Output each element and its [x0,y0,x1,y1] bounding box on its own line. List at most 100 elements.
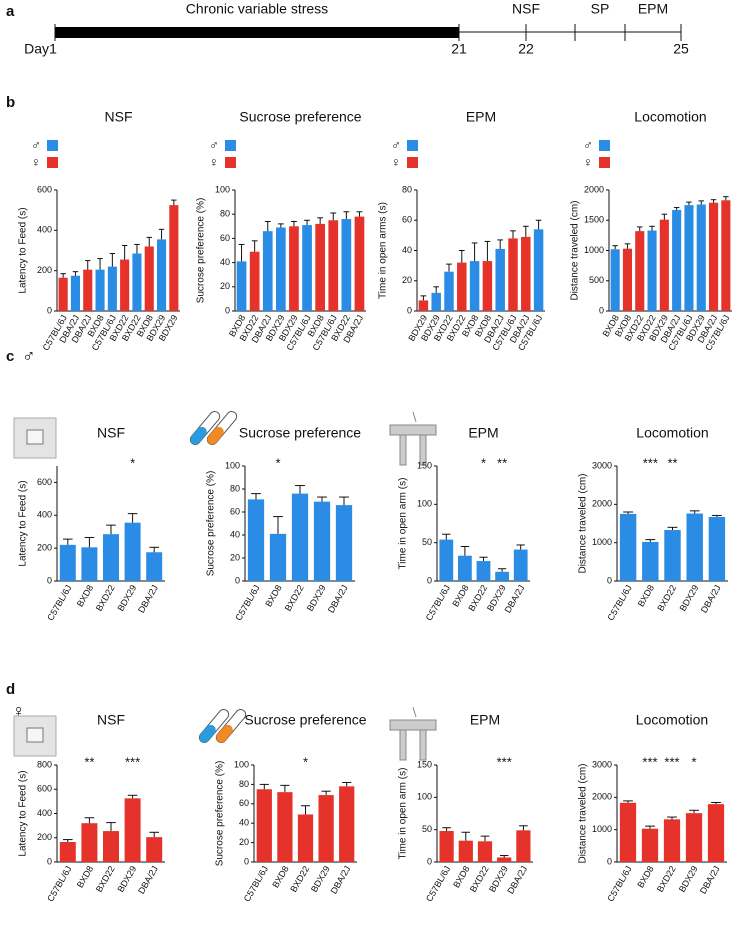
error-bar [497,568,507,572]
y-tick-label: 0 [427,856,432,866]
error-bar [480,835,490,842]
bar [236,261,247,311]
y-tick-label: 0 [599,305,604,315]
bar [619,802,637,862]
bar [95,269,105,311]
error-bar [295,485,305,494]
bar [81,823,98,862]
y-axis-label: Latency to Feed (s) [18,207,29,293]
x-tick-label: DBA/2J [326,583,350,614]
bar [431,292,441,311]
bar [276,227,286,311]
bar [318,795,334,862]
y-tick-label: 800 [37,759,52,769]
y-tick-label: 200 [37,832,52,842]
y-axis-label: Time in open arms (s) [378,202,389,299]
y-tick-label: 60 [220,233,230,243]
error-bar [106,524,116,535]
bar [103,534,119,581]
error-bar [624,243,631,249]
bar [647,230,657,311]
y-tick-label: 0 [244,856,249,866]
day-number: 25 [673,41,689,57]
legend-swatch [407,157,418,168]
bar [277,792,293,862]
x-tick-label: BXD22 [94,583,117,613]
error-bar [72,271,79,276]
error-bar [723,196,729,201]
error-bar [623,800,633,803]
chart-title: EPM [466,109,496,125]
x-tick-label: C57BL/6J [605,864,633,903]
day-number: 22 [518,41,534,57]
error-bar [343,211,350,220]
bar [107,266,117,311]
bar [672,209,682,311]
y-tick-label: 0 [607,856,612,866]
bar [508,238,518,311]
legend-swatch [407,140,418,151]
bar [696,204,706,311]
legend-label: ♂ [31,137,41,152]
bar [664,530,681,581]
bar [335,505,353,581]
bar [262,231,273,311]
error-bar [109,253,116,267]
bar [269,533,287,581]
y-tick-label: 60 [239,798,249,808]
bar [169,205,179,311]
y-tick-label: 80 [402,184,412,194]
significance: ** [497,455,507,470]
y-axis-label: Sucrose preference (%) [206,471,217,577]
panel-label: c [6,348,14,365]
y-tick-label: 200 [37,265,52,275]
significance: * [130,455,135,470]
error-bar [612,245,618,250]
bar [247,499,265,581]
bar [457,262,467,311]
y-tick-label: 100 [215,184,230,194]
error-bar [516,544,525,550]
bar [685,813,703,862]
error-bar [85,260,91,270]
error-bar [304,219,310,226]
bar [58,277,68,311]
error-bar [519,825,528,831]
epm-icon [389,411,437,761]
x-tick-label: BDX29 [115,864,138,894]
x-tick-label: DBA/2J [329,864,353,895]
x-tick-label: DBA/2J [136,583,160,614]
y-tick-label: 0 [47,305,52,315]
chart-title: Locomotion [634,109,706,125]
chart-title: Sucrose preference [239,109,361,125]
chart-title: Locomotion [636,425,708,441]
error-bar [686,201,692,206]
y-tick-label: 1000 [592,824,612,834]
bar [439,830,454,862]
y-tick-label: 100 [225,460,240,470]
x-tick-label: C57BL/6J [45,864,73,903]
y-tick-label: 100 [417,499,432,509]
y-tick-label: 20 [402,275,412,285]
legend-swatch [599,157,610,168]
stress-label: Chronic variable stress [186,1,328,17]
bar [81,547,98,581]
error-bar [146,236,152,247]
bar [132,253,142,311]
error-bar [342,781,352,787]
error-bar [667,526,678,531]
chart-title: EPM [468,425,498,441]
bar [302,225,312,311]
error-bar [280,784,290,793]
error-bar [645,825,655,829]
bar [59,841,76,862]
bar [458,840,473,862]
bar [297,814,314,862]
y-axis-label: Distance traveled (cm) [578,763,589,863]
error-bar [710,199,717,203]
error-bar [171,199,177,206]
bar [103,831,119,862]
significance: ** [84,754,94,769]
bar [418,300,429,311]
